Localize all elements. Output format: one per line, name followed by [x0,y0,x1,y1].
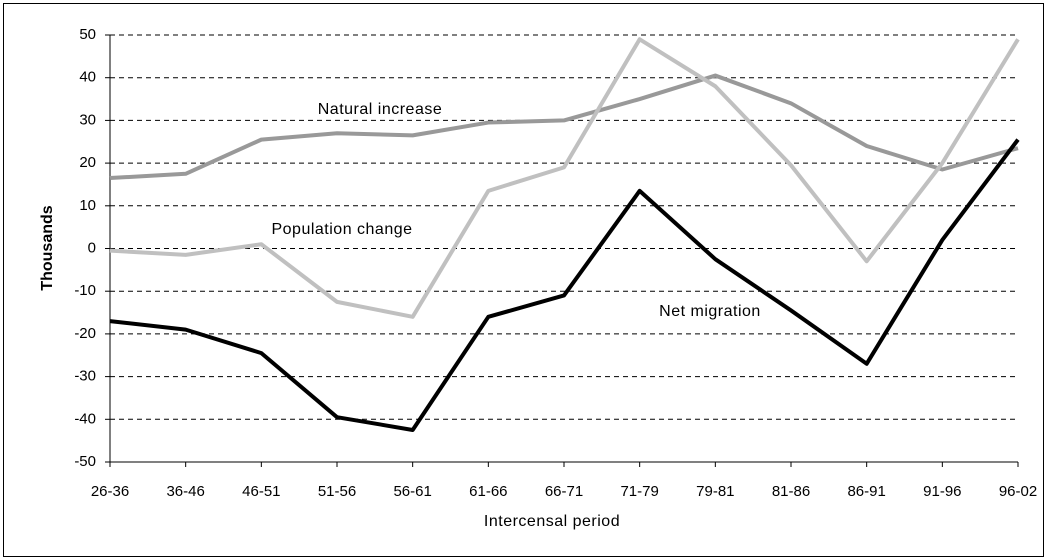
series-label: Net migration [659,303,761,320]
series-line [109,37,1020,319]
y-tick-label: -40 [74,410,96,427]
x-tick-label: 96-02 [999,483,1037,500]
y-tick-label: -20 [74,325,96,342]
y-tick-label: 10 [79,197,96,214]
chart-border [3,3,1044,557]
x-tick-label: 61-66 [469,483,507,500]
y-tick-label: 30 [79,111,96,128]
x-tick-label: 56-61 [393,483,431,500]
y-tick-label: -10 [74,282,96,299]
x-tick-label: 86-91 [847,483,885,500]
x-axis-label: Intercensal period [484,513,620,530]
series-label: Population change [271,221,412,238]
y-tick-label: -50 [74,453,96,470]
y-tick-label: 50 [79,26,96,43]
x-tick-label: 81-86 [772,483,810,500]
series-label: Natural increase [318,101,443,118]
x-tick-label: 46-51 [242,483,280,500]
y-tick-label: 0 [88,239,96,256]
y-tick-label: 20 [79,154,96,171]
series-line [109,138,1020,432]
y-tick-label: 40 [79,69,96,86]
x-tick-label: 91-96 [923,483,961,500]
x-tick-label: 51-56 [318,483,356,500]
x-tick-label: 36-46 [166,483,204,500]
series-line [109,73,1019,181]
y-tick-label: -30 [74,368,96,385]
x-tick-label: 26-36 [91,483,129,500]
y-axis-label: Thousands [39,205,56,290]
x-tick-label: 71-79 [620,483,658,500]
x-tick-label: 79-81 [696,483,734,500]
x-tick-label: 66-71 [545,483,583,500]
